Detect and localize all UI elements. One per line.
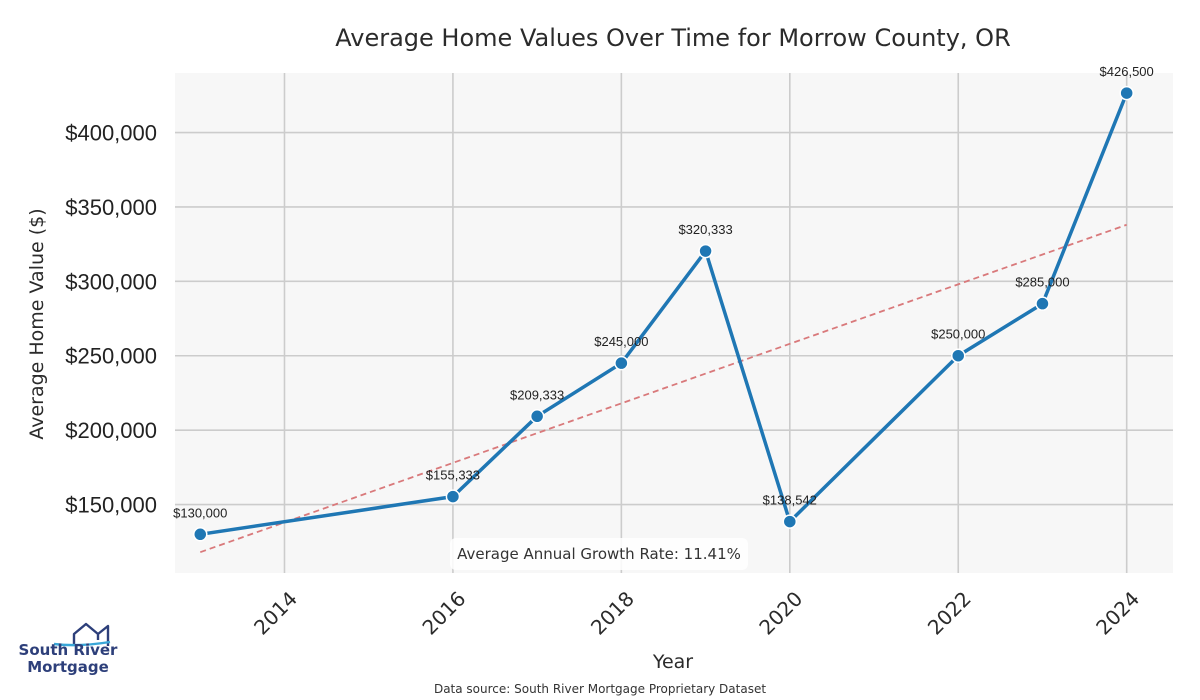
y-tick-label: $350,000 [65, 195, 157, 220]
grid-lines [175, 73, 1173, 573]
data-point [614, 355, 629, 371]
trendline [199, 223, 1127, 554]
data-labels: $130,000 $155,333 $209,333 $245,000 $320,333… [173, 64, 1154, 520]
data-source-note: Data source: South River Mortgage Propri… [434, 682, 766, 696]
growth-annotation-box [450, 538, 748, 570]
y-tick-label: $250,000 [65, 344, 157, 369]
data-point [193, 527, 208, 542]
x-tick-label: 2020 [754, 587, 807, 640]
data-label: $155,333 [426, 468, 480, 483]
data-point [529, 409, 545, 424]
data-point [950, 348, 966, 363]
y-tick-label: $200,000 [65, 418, 157, 443]
x-tick-label: 2016 [417, 587, 470, 640]
x-tick-label: 2014 [249, 587, 302, 640]
y-tick-label: $400,000 [65, 121, 157, 146]
y-tick-label: $150,000 [65, 493, 157, 518]
y-axis-label: Average Home Value ($) [26, 208, 48, 439]
logo: South River Mortgage [18, 620, 118, 682]
data-point [1119, 85, 1134, 101]
trendline-group [199, 223, 1127, 554]
x-axis-label: Year [652, 651, 693, 673]
data-label: $130,000 [173, 505, 227, 520]
data-point [445, 489, 461, 504]
data-point [1035, 296, 1050, 311]
x-tick-label: 2018 [586, 587, 639, 640]
growth-annotation-text: Average Annual Growth Rate: 11.41% [457, 545, 741, 563]
data-label: $285,000 [1015, 275, 1069, 290]
series-group [193, 85, 1134, 542]
data-label: $250,000 [931, 327, 985, 342]
data-label: $245,000 [594, 334, 648, 349]
x-tick-label: 2024 [1091, 587, 1144, 640]
growth-annotation: Average Annual Growth Rate: 11.41% [450, 538, 748, 570]
data-label: $209,333 [510, 387, 564, 402]
logo-line-2: Mortgage [27, 658, 109, 676]
y-tick-label: $300,000 [65, 269, 157, 294]
logo-line-1: South River [18, 641, 118, 659]
logo-text: South River Mortgage [18, 642, 118, 676]
data-point [782, 514, 798, 529]
x-tick-label: 2022 [923, 587, 976, 640]
chart-title: Average Home Values Over Time for Morrow… [335, 24, 1011, 52]
data-label: $138,542 [763, 493, 817, 508]
data-label: $426,500 [1100, 64, 1154, 79]
plot-area [175, 73, 1173, 573]
data-point [698, 243, 713, 259]
data-label: $320,333 [678, 222, 732, 237]
house-icon [53, 622, 111, 647]
